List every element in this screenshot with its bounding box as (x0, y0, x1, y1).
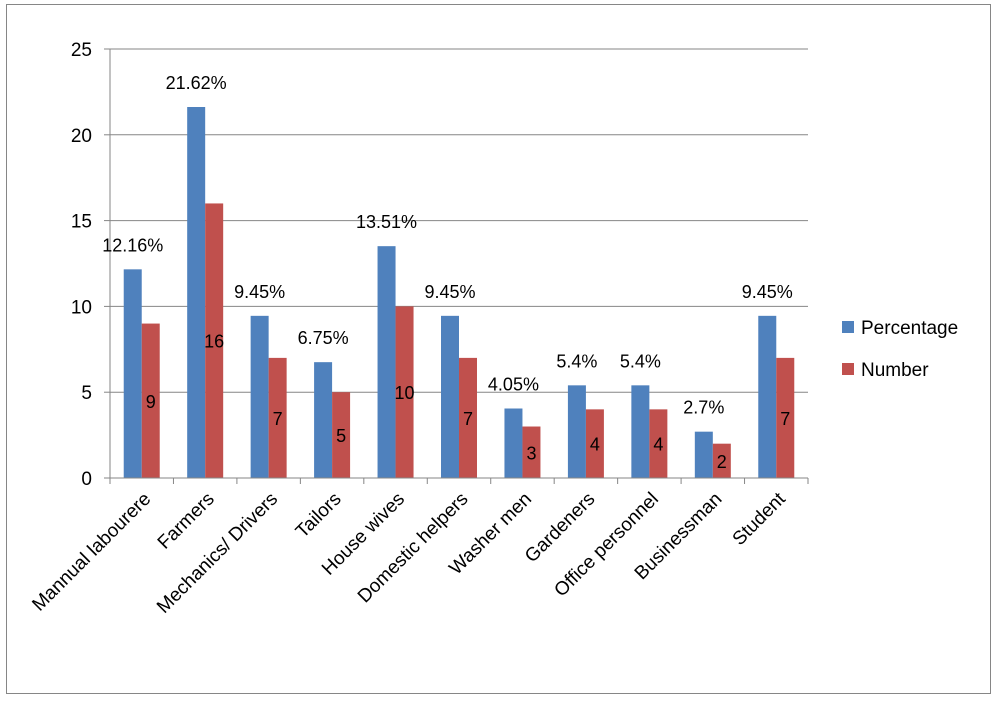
data-label-percentage: 4.05% (488, 375, 539, 395)
bar-number (712, 443, 731, 478)
x-tick-label: Domestic helpers (354, 489, 473, 608)
data-label-percentage: 5.4% (620, 351, 661, 371)
bar-percentage (123, 269, 142, 478)
legend-label-number: Number (861, 360, 929, 381)
bar-percentage (187, 107, 206, 479)
bar-number (395, 306, 414, 478)
data-label-number: 5 (336, 426, 346, 446)
x-tick-label: Mannual labourere (28, 489, 155, 616)
bar-percentage (314, 362, 333, 478)
bar-percentage (631, 385, 650, 478)
legend-swatch-number (842, 363, 854, 375)
data-label-percentage: 21.62% (166, 73, 227, 93)
y-tick-label: 20 (71, 126, 92, 147)
bar-percentage (250, 315, 269, 478)
y-tick-label: 10 (71, 297, 92, 318)
x-tick-label: Mechanics/ Drivers (153, 489, 282, 618)
bar-percentage (694, 431, 713, 478)
y-axis: 0 5 10 15 20 25 (71, 40, 111, 490)
data-label-number: 2 (717, 452, 727, 472)
data-label-percentage: 12.16% (102, 235, 163, 255)
legend: Percentage Number (842, 318, 958, 381)
x-tick-label: Student (729, 488, 791, 550)
data-label-number: 7 (273, 409, 283, 429)
bars (123, 107, 795, 479)
bar-number (585, 409, 604, 478)
bar-number (649, 409, 668, 478)
bar-number (776, 357, 795, 478)
data-label-number: 10 (395, 383, 415, 403)
gridlines (110, 48, 808, 393)
data-label-number: 7 (780, 409, 790, 429)
bar-percentage (567, 385, 586, 478)
bar-percentage (504, 408, 523, 478)
y-tick-label: 5 (81, 383, 92, 404)
x-tick-label: Farmers (154, 489, 219, 554)
bar-number (332, 392, 351, 478)
bar-number (141, 323, 160, 478)
data-label-number: 4 (590, 435, 600, 455)
y-tick-label: 25 (71, 40, 92, 61)
bar-number (522, 426, 541, 478)
bar-number (459, 357, 477, 478)
data-label-number: 16 (204, 332, 224, 352)
data-label-percentage: 13.51% (356, 212, 417, 232)
data-label-number: 9 (146, 392, 156, 412)
x-tick-label: Tailors (292, 489, 346, 543)
data-label-percentage: 5.4% (556, 351, 597, 371)
data-label-number: 4 (653, 435, 663, 455)
y-tick-label: 15 (71, 212, 92, 233)
data-label-percentage: 9.45% (742, 282, 793, 302)
chart-frame (6, 4, 991, 694)
data-label-percentage: 9.45% (424, 282, 475, 302)
legend-swatch-percentage (842, 321, 854, 333)
data-labels: 12.16% 9 21.62% 16 9.45% 7 6.75% 5 13.51% 10 9.45%… (102, 73, 793, 472)
data-label-percentage: 9.45% (234, 282, 285, 302)
bar-percentage (377, 246, 396, 478)
bar-number (205, 203, 224, 478)
y-tick-label: 0 (81, 469, 92, 490)
data-label-number: 3 (526, 443, 536, 463)
data-label-number: 7 (463, 409, 473, 429)
bar-number (268, 357, 287, 478)
bar-percentage (758, 315, 777, 478)
bar-percentage (441, 315, 459, 478)
data-label-percentage: 6.75% (298, 328, 349, 348)
data-label-percentage: 2.7% (683, 398, 724, 418)
legend-label-percentage: Percentage (861, 318, 958, 339)
